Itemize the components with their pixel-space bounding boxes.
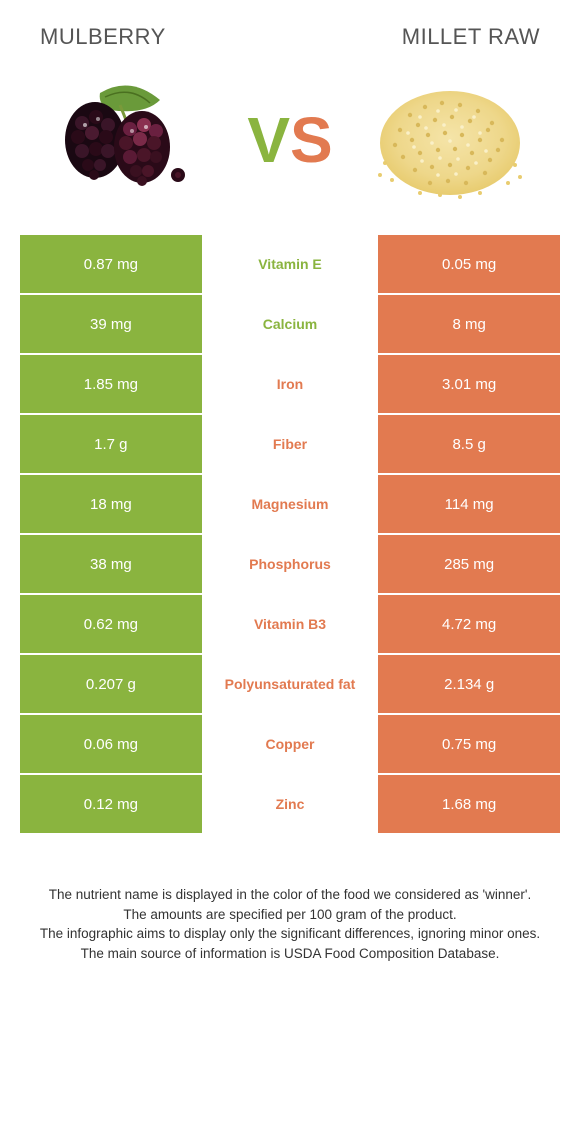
nutrient-value-right: 1.68 mg — [376, 775, 560, 833]
nutrient-value-right: 2.134 g — [376, 655, 560, 713]
nutrient-value-left: 1.7 g — [20, 415, 204, 473]
vs-s: S — [290, 103, 333, 177]
nutrient-value-right: 4.72 mg — [376, 595, 560, 653]
nutrient-value-right: 3.01 mg — [376, 355, 560, 413]
nutrient-value-right: 8.5 g — [376, 415, 560, 473]
nutrient-value-left: 0.87 mg — [20, 235, 204, 293]
table-row: 0.06 mgCopper0.75 mg — [20, 715, 560, 775]
nutrient-label: Fiber — [204, 415, 377, 473]
footer-notes: The nutrient name is displayed in the co… — [20, 835, 560, 973]
food-title-left: Mulberry — [40, 24, 166, 50]
nutrient-label: Polyunsaturated fat — [204, 655, 377, 713]
footer-line-1: The nutrient name is displayed in the co… — [30, 885, 550, 905]
nutrient-label: Copper — [204, 715, 377, 773]
nutrient-value-left: 18 mg — [20, 475, 204, 533]
nutrient-value-right: 0.05 mg — [376, 235, 560, 293]
images-row: VS — [20, 60, 560, 235]
table-row: 38 mgPhosphorus285 mg — [20, 535, 560, 595]
nutrient-label: Iron — [204, 355, 377, 413]
table-row: 1.7 gFiber8.5 g — [20, 415, 560, 475]
footer-line-3: The infographic aims to display only the… — [30, 924, 550, 944]
nutrient-label: Zinc — [204, 775, 377, 833]
footer-line-2: The amounts are specified per 100 gram o… — [30, 905, 550, 925]
nutrient-value-left: 38 mg — [20, 535, 204, 593]
nutrient-value-right: 0.75 mg — [376, 715, 560, 773]
mulberry-image — [50, 75, 210, 205]
table-row: 18 mgMagnesium114 mg — [20, 475, 560, 535]
nutrient-value-left: 1.85 mg — [20, 355, 204, 413]
nutrient-value-left: 0.62 mg — [20, 595, 204, 653]
table-row: 0.207 gPolyunsaturated fat2.134 g — [20, 655, 560, 715]
infographic-container: Mulberry Millet raw — [0, 0, 580, 993]
food-title-right: Millet raw — [402, 24, 540, 50]
table-row: 39 mgCalcium8 mg — [20, 295, 560, 355]
nutrient-value-right: 114 mg — [376, 475, 560, 533]
nutrient-label: Phosphorus — [204, 535, 377, 593]
table-row: 0.62 mgVitamin B34.72 mg — [20, 595, 560, 655]
millet-image — [370, 75, 530, 205]
footer-line-4: The main source of information is USDA F… — [30, 944, 550, 964]
nutrient-value-right: 8 mg — [376, 295, 560, 353]
nutrient-label: Magnesium — [204, 475, 377, 533]
nutrient-value-right: 285 mg — [376, 535, 560, 593]
header-row: Mulberry Millet raw — [20, 24, 560, 60]
nutrient-value-left: 0.12 mg — [20, 775, 204, 833]
nutrient-label: Calcium — [204, 295, 377, 353]
table-row: 0.87 mgVitamin E0.05 mg — [20, 235, 560, 295]
nutrient-value-left: 0.207 g — [20, 655, 204, 713]
vs-label: VS — [247, 103, 332, 177]
table-row: 1.85 mgIron3.01 mg — [20, 355, 560, 415]
nutrient-value-left: 0.06 mg — [20, 715, 204, 773]
nutrient-label: Vitamin B3 — [204, 595, 377, 653]
vs-v: V — [247, 103, 290, 177]
nutrient-label: Vitamin E — [204, 235, 377, 293]
nutrient-value-left: 39 mg — [20, 295, 204, 353]
nutrient-table: 0.87 mgVitamin E0.05 mg39 mgCalcium8 mg1… — [20, 235, 560, 835]
table-row: 0.12 mgZinc1.68 mg — [20, 775, 560, 835]
